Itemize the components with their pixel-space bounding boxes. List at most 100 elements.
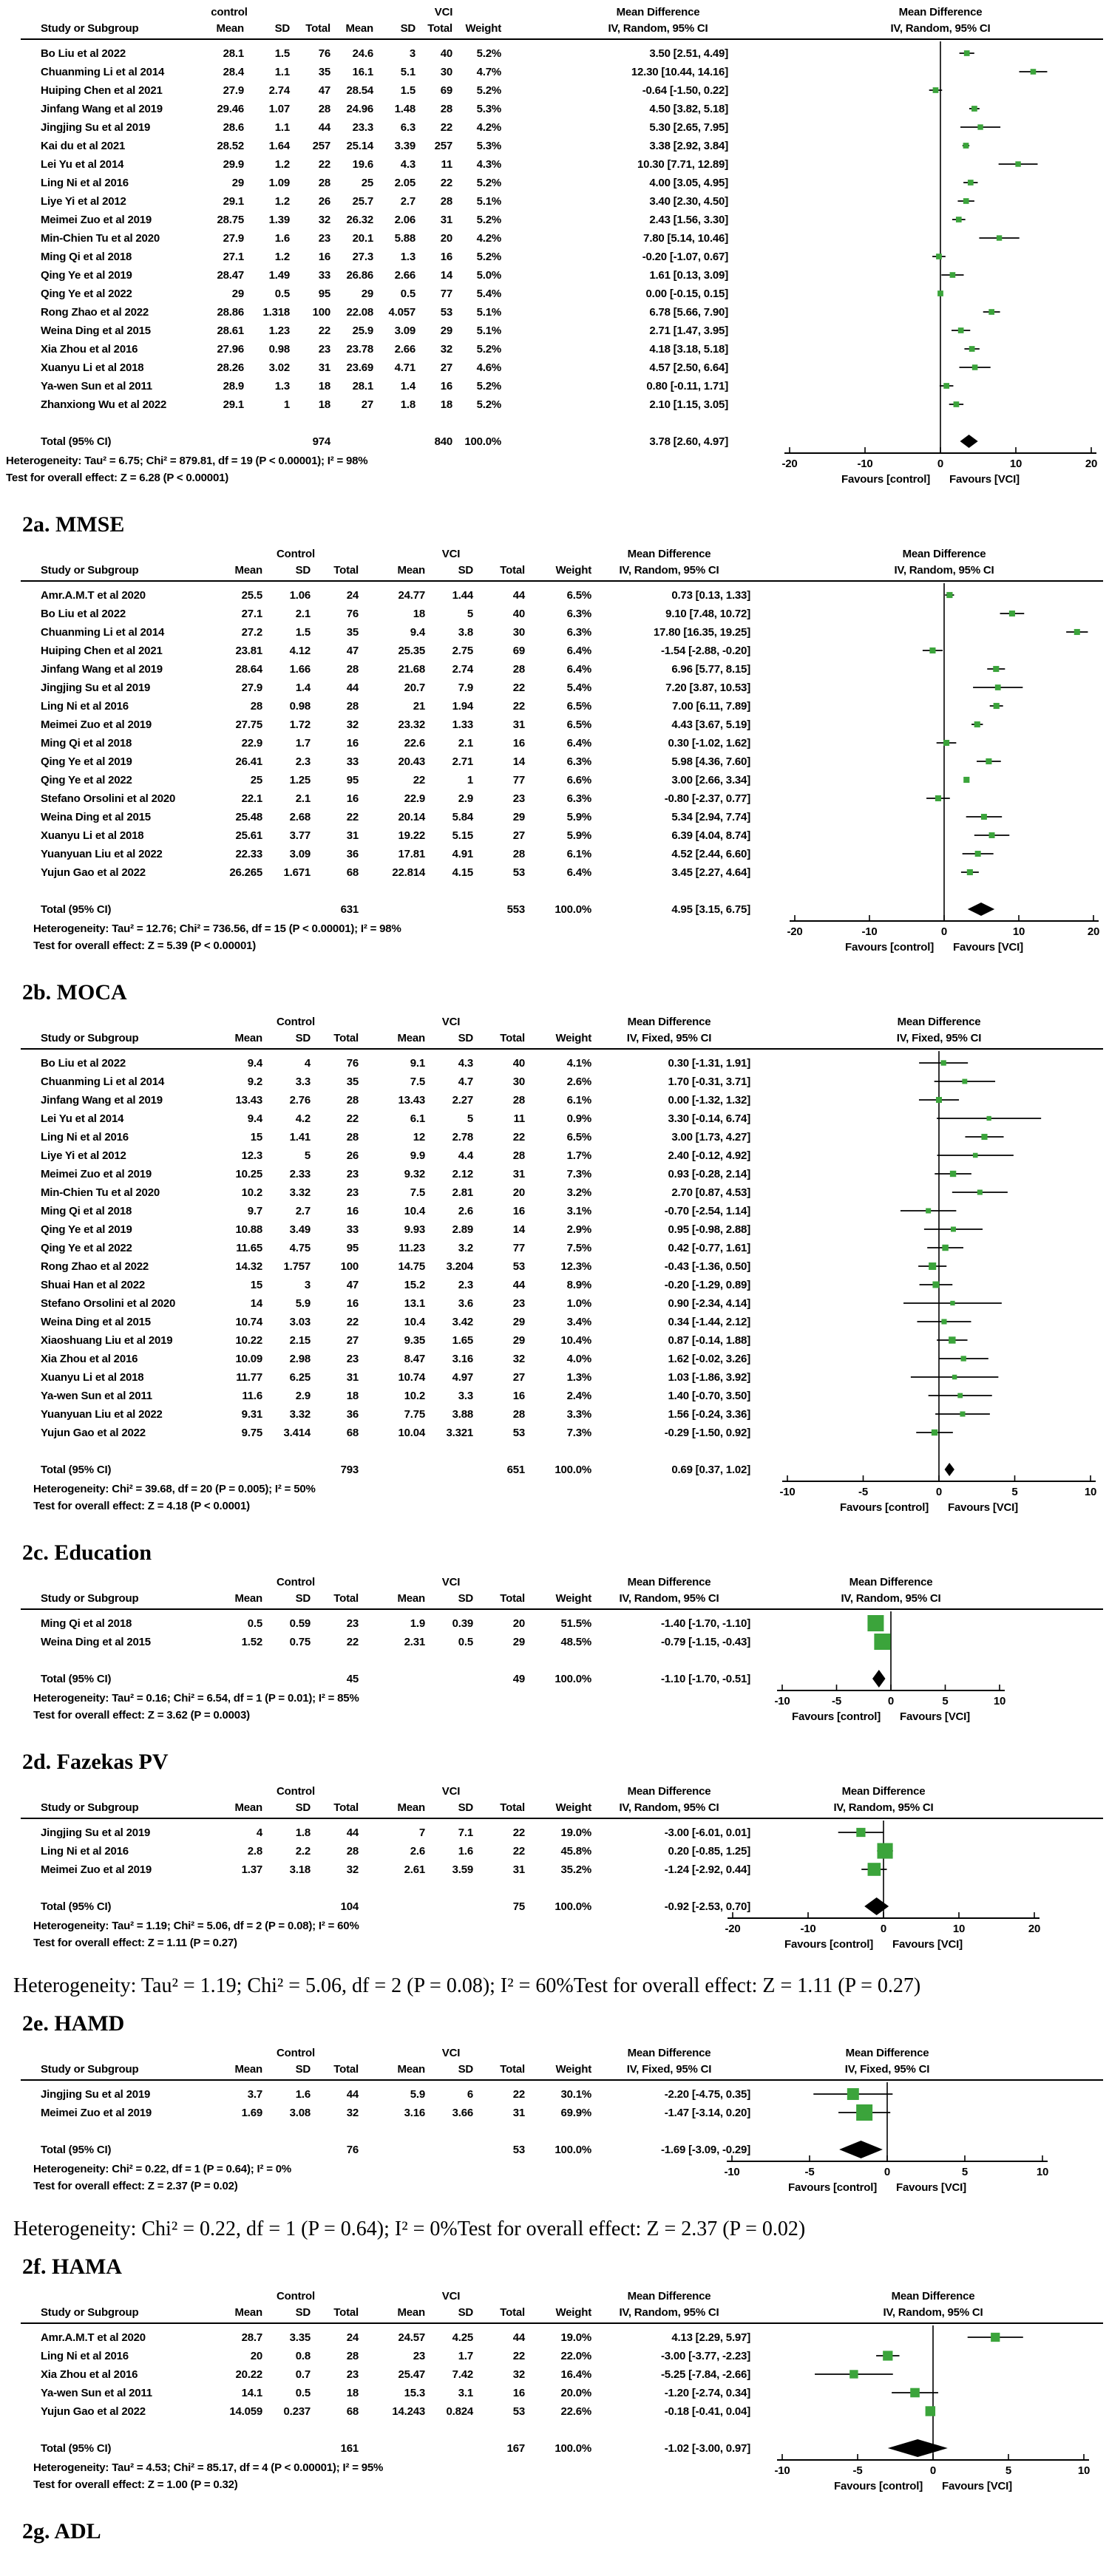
control-sd: 1.1: [274, 121, 290, 134]
control-mean: 1.52: [241, 1636, 263, 1648]
effect-header: Mean Difference: [627, 1016, 711, 1028]
overall-test-text: Test for overall effect: Z = 2.37 (P = 0…: [33, 2180, 238, 2192]
control-sd: 1.3: [274, 380, 290, 392]
total-weight: 100.0%: [554, 2144, 591, 2156]
control-total: 18: [346, 2387, 359, 2399]
study-ci-text: 6.96 [5.77, 8.15]: [671, 663, 750, 676]
control-total: 23: [346, 2368, 359, 2381]
vci-sd: 3.42: [452, 1316, 474, 1328]
control-sd: 1.2: [274, 195, 290, 208]
vci-mean: 24.57: [398, 2331, 425, 2344]
control-sd: 2.1: [295, 608, 311, 620]
total2-column-header: Total: [500, 2306, 525, 2319]
vci-mean: 25.14: [346, 140, 373, 152]
weight-column-header: Weight: [555, 2306, 591, 2319]
favours-left-label: Favours [control]: [788, 2181, 877, 2194]
control-mean: 29.1: [223, 398, 245, 411]
total-weight: 100.0%: [554, 2442, 591, 2455]
study-ci-text: 17.80 [16.35, 19.25]: [653, 626, 750, 639]
total-weight: 100.0%: [554, 1673, 591, 1685]
effect-marker: [993, 702, 1000, 710]
effect-marker: [935, 1096, 943, 1104]
study-ci-text: -0.20 [-1.29, 0.89]: [664, 1279, 750, 1291]
control-sd: 1.23: [268, 324, 291, 337]
study-ci-text: -1.24 [-2.92, 0.44]: [664, 1863, 750, 1876]
total-weight: 100.0%: [464, 435, 501, 448]
study-name: Lei Yu et al 2014: [41, 1112, 124, 1125]
effect-marker: [977, 124, 983, 130]
control-sd: 2.68: [289, 811, 311, 823]
vci-sd: 1.65: [452, 1334, 474, 1347]
study-name: Jingjing Su et al 2019: [41, 682, 151, 694]
study-name: Meimei Zuo et al 2019: [41, 718, 152, 731]
study-name: Weina Ding et al 2015: [41, 1636, 151, 1648]
vci-total: 16: [440, 251, 453, 263]
vci-mean: 25.35: [398, 645, 425, 657]
control-total: 35: [346, 626, 359, 639]
vci-sd: 1.6: [458, 1845, 473, 1858]
control-sd: 3.09: [289, 848, 311, 860]
header-rule: [21, 580, 1103, 582]
section-caption: 2d. Fazekas PV: [22, 1750, 169, 1774]
axis-tick-label: 10: [1078, 2464, 1090, 2477]
axis-tick-label: 5: [942, 1695, 948, 1707]
vci-sd: 2.27: [452, 1094, 474, 1107]
vci-sd: 3.3: [458, 1390, 473, 1402]
study-ci-text: 0.30 [-1.31, 1.91]: [668, 1057, 751, 1070]
vci-mean: 21: [413, 700, 426, 713]
study-weight: 5.3%: [476, 140, 502, 152]
control-mean: 27.75: [235, 718, 262, 731]
header-rule: [21, 1608, 1103, 1610]
study-weight: 6.3%: [566, 755, 592, 768]
effect-marker: [953, 401, 960, 407]
header-rule: [21, 38, 1103, 40]
control-mean: 9.31: [241, 1408, 263, 1421]
study-name: Amr.A.M.T et al 2020: [41, 2331, 146, 2344]
axis-tick-label: 20: [1085, 458, 1097, 470]
vci-total: 22: [512, 1826, 526, 1839]
sd2-column-header: SD: [458, 2063, 474, 2076]
vci-total: 28: [512, 663, 526, 676]
control-sd: 3.414: [283, 1427, 311, 1439]
study-weight: 69.9%: [560, 2107, 591, 2119]
study-weight: 5.2%: [476, 398, 502, 411]
vci-total: 27: [512, 829, 526, 842]
vci-total: 28: [512, 848, 526, 860]
effect-header-graphic: Mean Difference: [898, 6, 983, 18]
axis-tick-label: 5: [1011, 1486, 1017, 1498]
study-ci-text: -1.47 [-3.14, 0.20]: [664, 2107, 750, 2119]
control-total: 28: [346, 2350, 359, 2362]
control-sd: 4.12: [289, 645, 311, 657]
control-total: 35: [318, 66, 331, 78]
study-weight: 3.2%: [566, 1186, 592, 1199]
vci-sd: 3.321: [446, 1427, 473, 1439]
control-total: 47: [346, 1279, 359, 1291]
vci-mean: 9.32: [404, 1168, 426, 1180]
vci-sd: 4.25: [452, 2331, 474, 2344]
control-sd: 1.2: [274, 251, 290, 263]
effect-marker: [1074, 628, 1080, 636]
total2-column-header: Total: [427, 22, 452, 35]
effect-header-graphic: Mean Difference: [841, 1785, 926, 1798]
control-mean: 29.1: [223, 195, 245, 208]
vci-sd: 4.15: [452, 866, 474, 879]
study-weight: 2.4%: [566, 1390, 592, 1402]
study-name: Rong Zhao et al 2022: [41, 1260, 149, 1273]
study-weight: 6.4%: [566, 645, 592, 657]
vci-mean: 15.2: [404, 1279, 426, 1291]
model-column-header: IV, Random, 95% CI: [619, 2306, 719, 2319]
vci-total: 32: [512, 2368, 526, 2381]
group1-header: Control: [277, 1785, 315, 1798]
vci-sd: 2.12: [452, 1168, 474, 1180]
study-name: Jinfang Wang et al 2019: [41, 1094, 163, 1107]
total-diamond: [887, 2439, 948, 2457]
study-ci-text: 0.20 [-0.85, 1.25]: [668, 1845, 751, 1858]
study-weight: 6.5%: [566, 700, 592, 713]
total-vci-n: 167: [506, 2442, 526, 2455]
control-total: 100: [312, 306, 331, 319]
control-mean: 28.75: [217, 214, 244, 226]
axis-tick-label: -20: [787, 925, 802, 938]
study-name: Zhanxiong Wu et al 2022: [41, 398, 167, 411]
vci-mean: 14.243: [392, 2405, 425, 2418]
effect-marker: [972, 1152, 978, 1158]
